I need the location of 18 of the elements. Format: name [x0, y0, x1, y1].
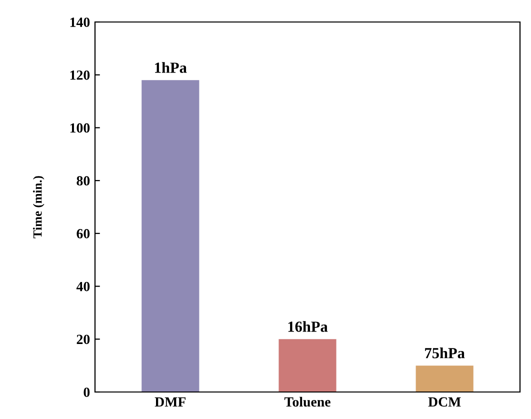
y-tick-label: 20: [76, 334, 90, 344]
bar: [416, 366, 474, 392]
y-axis-title: Time (min.): [32, 176, 44, 238]
x-tick-label: DCM: [428, 397, 461, 407]
y-tick-label: 0: [84, 388, 90, 397]
y-tick-label: 100: [70, 123, 90, 133]
y-tick-label: 60: [76, 229, 90, 238]
y-tick-label: 120: [70, 70, 90, 80]
x-tick-label: DMF: [154, 397, 186, 407]
y-tick-label: 40: [76, 282, 90, 292]
bar: [142, 80, 200, 392]
x-tick-label: Toluene: [284, 396, 330, 407]
annotation: 75hPa: [425, 348, 465, 358]
y-tick-label: 140: [70, 18, 90, 27]
annotation: 1hPa: [155, 62, 187, 73]
y-tick-label: 80: [76, 176, 90, 186]
annotation: 16hPa: [288, 321, 328, 332]
bar: [278, 339, 336, 392]
